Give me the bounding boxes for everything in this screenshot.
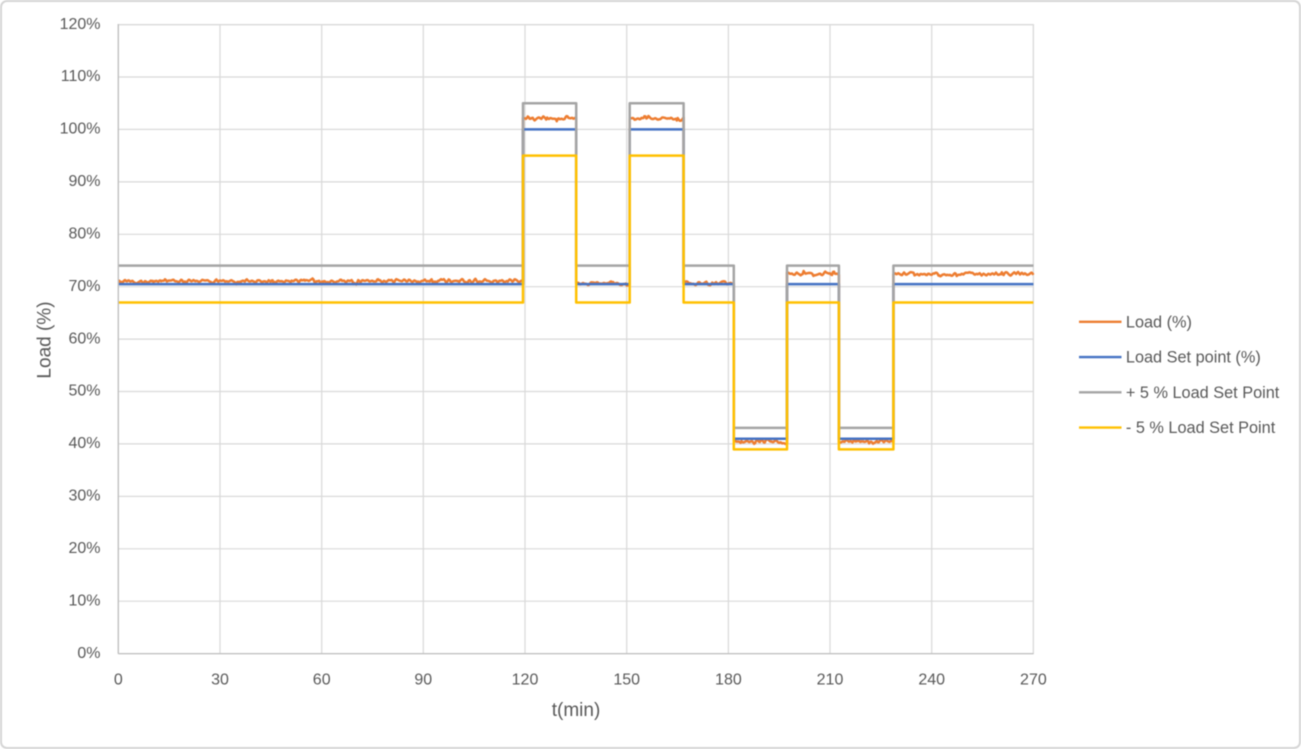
svg-text:40%: 40% [68, 435, 100, 452]
svg-text:80%: 80% [68, 226, 100, 243]
svg-text:- 5 % Load Set Point: - 5 % Load Set Point [1126, 419, 1276, 437]
svg-text:Load Set point (%): Load Set point (%) [1126, 349, 1261, 367]
svg-text:90%: 90% [68, 173, 100, 190]
svg-text:10%: 10% [68, 592, 100, 609]
svg-text:20%: 20% [68, 540, 100, 557]
svg-text:0: 0 [114, 672, 123, 689]
svg-text:100%: 100% [60, 121, 101, 138]
svg-text:30%: 30% [68, 488, 100, 505]
svg-text:+ 5 % Load Set Point: + 5 % Load Set Point [1126, 384, 1280, 402]
svg-text:150: 150 [613, 672, 640, 689]
svg-text:60: 60 [313, 672, 331, 689]
svg-text:Load (%): Load (%) [1126, 313, 1192, 331]
svg-text:0%: 0% [77, 645, 100, 662]
svg-text:180: 180 [715, 672, 742, 689]
svg-text:50%: 50% [68, 383, 100, 400]
svg-text:t(min): t(min) [552, 700, 601, 721]
svg-text:Load (%): Load (%) [35, 301, 56, 378]
svg-text:120: 120 [512, 672, 539, 689]
svg-text:210: 210 [817, 672, 844, 689]
svg-text:70%: 70% [68, 278, 100, 295]
svg-text:240: 240 [918, 672, 945, 689]
svg-text:30: 30 [211, 672, 229, 689]
svg-text:60%: 60% [68, 330, 100, 347]
svg-text:110%: 110% [61, 68, 101, 85]
svg-text:270: 270 [1020, 672, 1047, 689]
svg-text:90: 90 [414, 672, 432, 689]
svg-text:120%: 120% [60, 16, 101, 33]
